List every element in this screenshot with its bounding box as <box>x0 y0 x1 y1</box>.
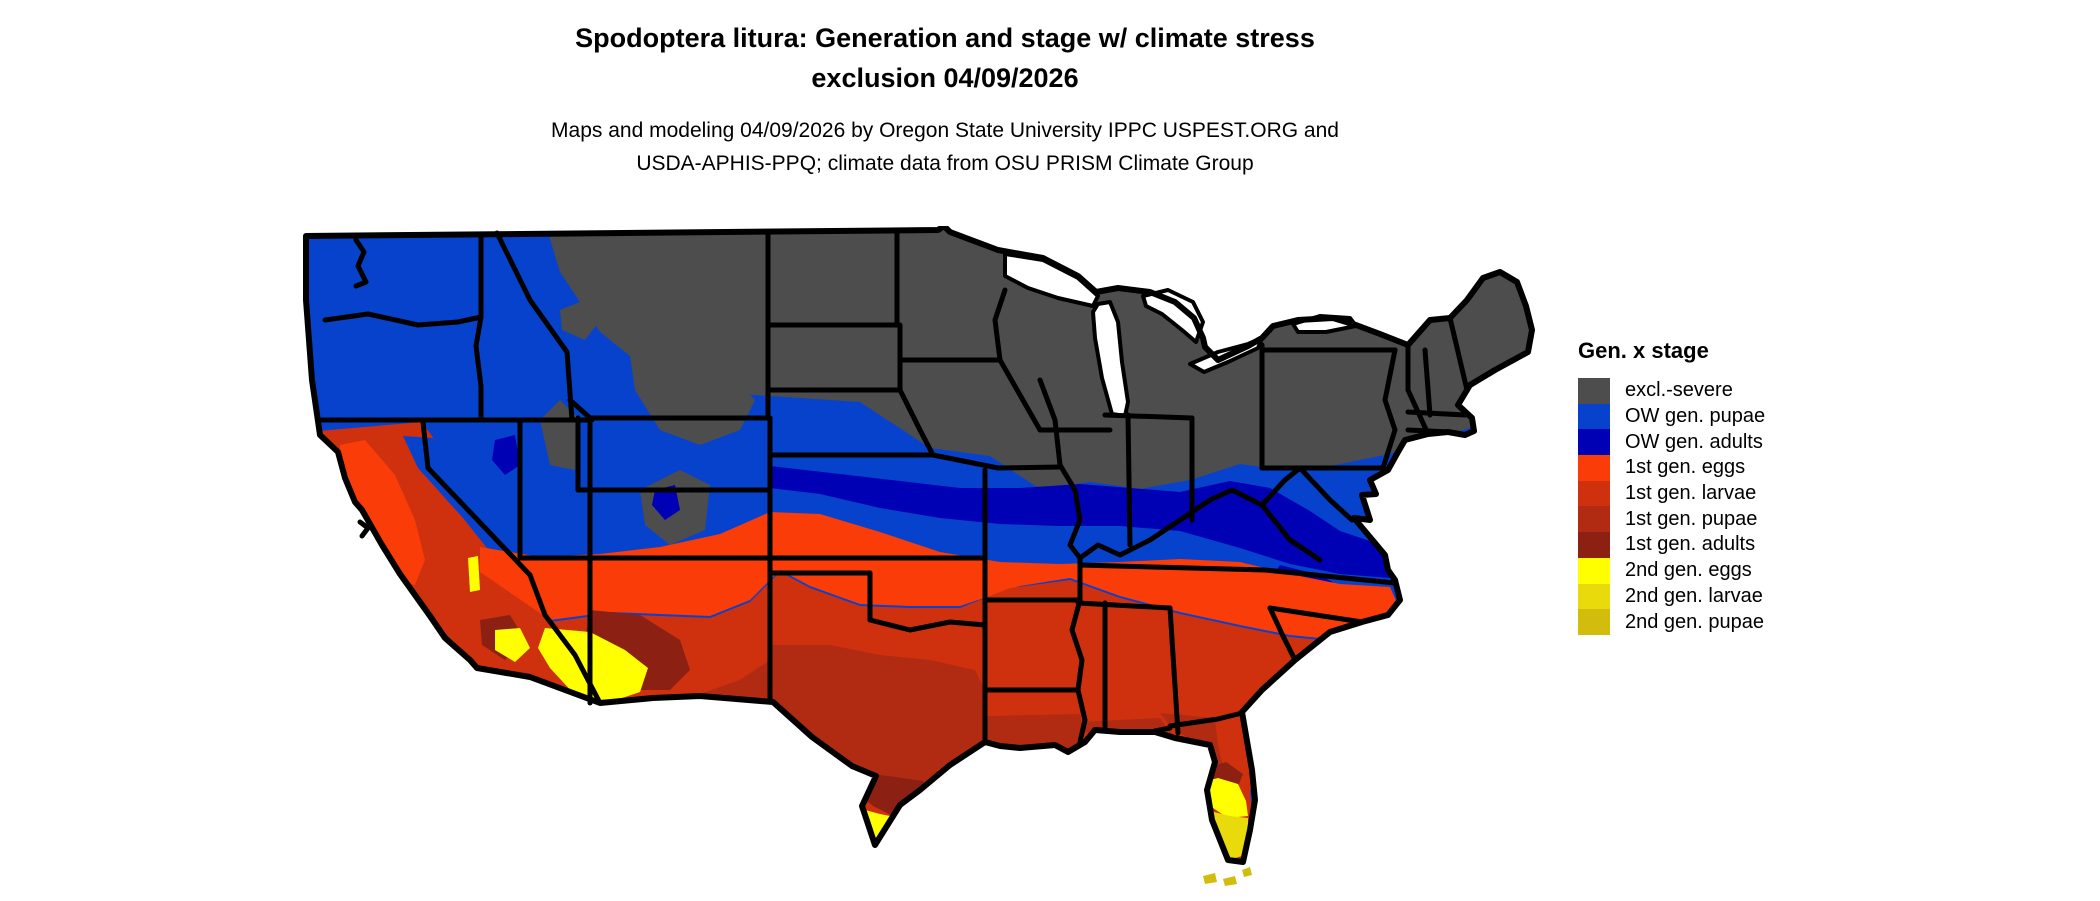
legend-label: 2nd gen. eggs <box>1625 559 1752 582</box>
legend-item: 1st gen. pupae <box>1578 506 1765 533</box>
region-ow-adults-rockies <box>652 485 680 520</box>
legend-swatch-2nd-eggs <box>1578 557 1610 584</box>
legend-swatch-2nd-pupae <box>1578 609 1610 635</box>
legend-item: 1st gen. adults <box>1578 532 1765 558</box>
region-2nd-pupae-keys-1 <box>1203 873 1217 884</box>
region-2nd-pupae-keys-3 <box>1242 867 1252 877</box>
map-title-line1: Spodoptera litura: Generation and stage … <box>575 23 1315 53</box>
legend-item: 2nd gen. eggs <box>1578 557 1765 584</box>
state-borders <box>319 230 1470 745</box>
legend-title: Gen. x stage <box>1578 338 1709 363</box>
legend-item: OW gen. adults <box>1578 429 1765 456</box>
us-map-svg <box>303 223 1535 886</box>
region-ow-adults-nevada <box>492 435 520 475</box>
legend-label: 1st gen. pupae <box>1625 507 1758 530</box>
legend-label: 1st gen. eggs <box>1625 456 1746 479</box>
legend-label: 1st gen. larvae <box>1625 482 1757 505</box>
legend-swatch-ow-adults <box>1578 429 1610 456</box>
map-title-line2: exclusion 04/09/2026 <box>811 63 1079 93</box>
region-2nd-eggs-imperial <box>495 628 530 662</box>
us-outline <box>303 223 1535 865</box>
legend-swatch-1st-eggs <box>1578 455 1610 481</box>
legend-swatch-2nd-larvae <box>1578 583 1610 610</box>
legend-item: 2nd gen. pupae <box>1578 609 1765 635</box>
legend-label: 2nd gen. pupae <box>1625 610 1765 633</box>
legend-item: OW gen. pupae <box>1578 403 1766 430</box>
legend-item: 1st gen. larvae <box>1578 480 1765 507</box>
region-excl-severe-montana <box>560 300 600 340</box>
us-map <box>298 223 1543 896</box>
lake-huron <box>1141 288 1205 344</box>
title-block: Spodoptera litura: Generation and stage … <box>0 18 1890 180</box>
legend-swatch-excl-severe <box>1578 378 1610 404</box>
legend-item: 2nd gen. larvae <box>1578 583 1765 610</box>
legend-label: OW gen. pupae <box>1625 405 1766 428</box>
region-2nd-eggs-nevada-finger <box>468 556 480 592</box>
legend: Gen. x stage excl.-severe OW gen. pupae … <box>1578 338 1765 635</box>
legend-label: 1st gen. adults <box>1625 533 1756 556</box>
map-subtitle-line2: USDA-APHIS-PPQ; climate data from OSU PR… <box>636 152 1254 175</box>
legend-swatch-ow-pupae <box>1578 403 1610 430</box>
region-1st-eggs-central-valley <box>338 440 425 585</box>
legend-label: OW gen. adults <box>1625 430 1763 453</box>
legend-swatch-1st-larvae <box>1578 480 1610 507</box>
legend-swatch-1st-adults <box>1578 532 1610 558</box>
map-subtitle: Maps and modeling 04/09/2026 by Oregon S… <box>0 114 1890 180</box>
region-2nd-pupae-keys-2 <box>1223 876 1237 886</box>
legend-label: 2nd gen. larvae <box>1625 584 1763 607</box>
legend-rows: excl.-severe OW gen. pupae OW gen. adult… <box>1578 378 1765 635</box>
legend-item: excl.-severe <box>1578 378 1765 404</box>
legend-label: excl.-severe <box>1625 379 1733 402</box>
region-1st-pupae-louisiana <box>985 714 1084 752</box>
legend-item: 1st gen. eggs <box>1578 455 1765 481</box>
map-subtitle-line1: Maps and modeling 04/09/2026 by Oregon S… <box>551 119 1339 142</box>
legend-swatch-1st-pupae <box>1578 506 1610 533</box>
